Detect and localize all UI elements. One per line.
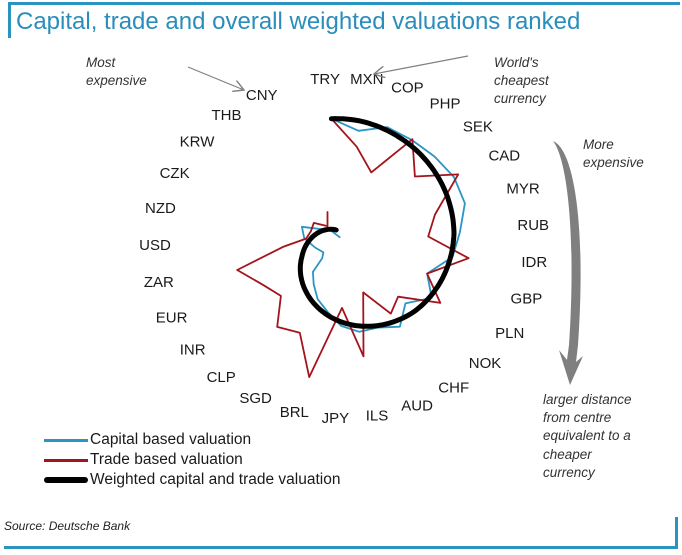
legend-swatch-weighted [44, 477, 88, 483]
frame-right-rule [675, 517, 678, 549]
currency-label-cop: COP [391, 79, 424, 96]
legend-label-trade: Trade based valuation [90, 451, 243, 468]
currency-label-thb: THB [212, 107, 242, 124]
currency-label-sgd: SGD [239, 390, 272, 407]
note-more-expensive-2: expensive [583, 155, 644, 170]
legend-item-weighted: Weighted capital and trade valuation [44, 470, 340, 490]
currency-label-eur: EUR [156, 310, 188, 327]
weighted-series-line [297, 116, 457, 329]
currency-label-cny: CNY [246, 87, 278, 104]
currency-label-inr: INR [180, 342, 206, 359]
legend-swatch-trade [44, 458, 88, 462]
currency-label-zar: ZAR [144, 274, 174, 291]
note-more-expensive-1: More [583, 137, 614, 152]
series-lines [236, 116, 470, 379]
currency-label-clp: CLP [207, 369, 236, 386]
legend-label-capital: Capital based valuation [90, 431, 252, 448]
currency-label-aud: AUD [401, 397, 433, 414]
currency-label-jpy: JPY [322, 410, 350, 427]
currency-label-krw: KRW [180, 133, 216, 150]
currency-label-nzd: NZD [145, 200, 176, 217]
cheapest-arrow [374, 55, 469, 74]
currency-label-rub: RUB [517, 217, 549, 234]
most-expensive-arrow [187, 66, 244, 90]
legend-item-trade: Trade based valuation [44, 450, 340, 470]
note-cheapest-2: cheapest [494, 73, 550, 88]
source-note: Source: Deutsche Bank [4, 519, 131, 533]
note-distance-5: currency [543, 465, 596, 480]
currency-label-brl: BRL [280, 404, 309, 421]
currency-label-myr: MYR [506, 181, 540, 198]
currency-label-gbp: GBP [511, 291, 543, 308]
legend: Capital based valuation Trade based valu… [44, 430, 340, 490]
currency-label-chf: CHF [438, 379, 469, 396]
note-distance-2: from centre [543, 410, 611, 425]
note-distance-3: equivalent to a [543, 428, 631, 443]
note-cheapest-3: currency [494, 91, 547, 106]
currency-label-pln: PLN [495, 325, 524, 342]
note-distance-4: cheaper [543, 447, 592, 462]
frame-left-rule [8, 2, 11, 38]
trade-series-line [236, 117, 470, 379]
currency-label-sek: SEK [463, 119, 493, 136]
note-most-expensive-1: Most [86, 55, 117, 70]
currency-label-czk: CZK [160, 165, 190, 182]
frame-bottom-rule [4, 546, 678, 549]
gray-direction-arrow-icon [553, 141, 583, 385]
currency-label-try: TRY [310, 71, 340, 88]
currency-labels: TRY MXN COPPHPSEKCADMYRRUBIDRGBPPLNNOKCHFA… [139, 71, 549, 427]
currency-label-nok: NOK [469, 355, 502, 372]
currency-label-php: PHP [430, 96, 461, 113]
currency-label-cad: CAD [488, 147, 520, 164]
currency-label-idr: IDR [521, 254, 547, 271]
legend-label-weighted: Weighted capital and trade valuation [90, 471, 341, 488]
frame-top-rule [8, 2, 680, 5]
chart-title: Capital, trade and overall weighted valu… [16, 8, 581, 35]
currency-label-ils: ILS [366, 408, 389, 425]
note-most-expensive-2: expensive [86, 73, 147, 88]
legend-swatch-capital [44, 438, 88, 442]
note-distance-1: larger distance [543, 392, 632, 407]
note-cheapest-1: World's [494, 55, 539, 70]
currency-label-usd: USD [139, 237, 171, 254]
legend-item-capital: Capital based valuation [44, 430, 340, 450]
